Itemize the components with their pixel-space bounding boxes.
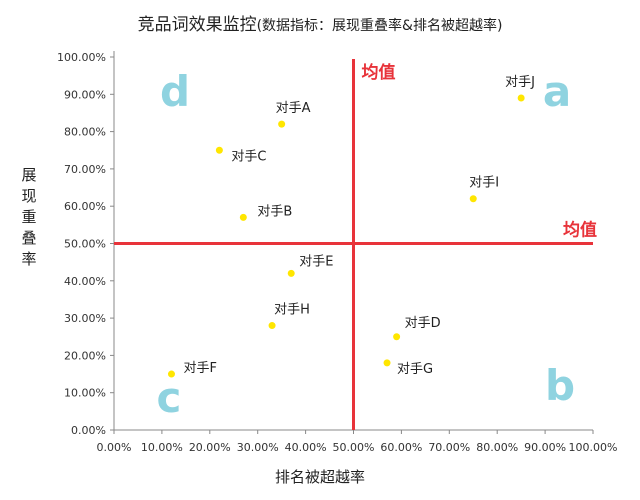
point-label: 对手I <box>469 176 499 191</box>
y-tick-label: 30.00% <box>64 312 106 325</box>
x-tick-label: 60.00% <box>380 441 422 454</box>
y-tick-label: 80.00% <box>64 126 106 139</box>
point-label: 对手H <box>274 303 310 318</box>
x-tick-label: 10.00% <box>141 441 183 454</box>
mean-label-horizontal: 均值 <box>563 220 597 241</box>
quadrant-labels: a b c d <box>157 67 575 422</box>
data-point <box>268 322 276 330</box>
quadrant-label-d: d <box>160 67 190 116</box>
data-point <box>393 333 401 341</box>
quadrant-label-c: c <box>157 373 182 422</box>
x-tick-label: 70.00% <box>428 441 470 454</box>
y-tick-label: 50.00% <box>64 238 106 251</box>
chart-subtitle: (数据指标：展现重叠率&排名被超越率) <box>256 18 503 34</box>
y-tick-label: 40.00% <box>64 275 106 288</box>
data-point <box>287 269 295 277</box>
y-tick-label: 90.00% <box>64 88 106 101</box>
y-tick-label: 10.00% <box>64 387 106 400</box>
data-point <box>469 195 477 203</box>
y-tick-label: 0.00% <box>71 424 106 437</box>
point-label: 对手D <box>405 316 441 331</box>
chart-title: 竞品词效果监控(数据指标：展现重叠率&排名被超越率) <box>0 10 640 35</box>
mean-label-vertical: 均值 <box>362 62 396 83</box>
axis-ticks: 0.00% 10.00% 20.00% 30.00% 40.00% 50.00% 60.00… <box>57 51 617 454</box>
data-points: 对手A 对手B 对手C 对手D 对手E 对手F 对手G 对手H 对手I 对手J <box>167 75 535 378</box>
data-point <box>278 120 286 128</box>
point-label: 对手F <box>183 361 216 376</box>
point-label: 对手B <box>257 204 292 219</box>
chart-title-main: 竞品词效果监控 <box>137 15 257 35</box>
data-point <box>517 94 525 102</box>
x-tick-label: 50.00% <box>333 441 375 454</box>
point-label: 对手J <box>505 75 535 90</box>
y-axis-label: 展现重叠率 <box>21 166 37 268</box>
x-tick-label: 80.00% <box>476 441 518 454</box>
data-point <box>167 370 175 378</box>
quadrant-label-b: b <box>545 361 575 410</box>
x-tick-label: 0.00% <box>97 441 132 454</box>
x-tick-label: 40.00% <box>285 441 327 454</box>
x-axis-label: 排名被超越率 <box>274 468 365 486</box>
x-tick-label: 20.00% <box>189 441 231 454</box>
y-tick-label: 70.00% <box>64 163 106 176</box>
point-label: 对手G <box>397 362 433 377</box>
x-tick-label: 100.00% <box>569 441 618 454</box>
quadrant-label-a: a <box>543 67 571 116</box>
y-tick-label: 60.00% <box>64 200 106 213</box>
data-point <box>215 146 223 154</box>
y-tick-label: 100.00% <box>57 51 106 64</box>
x-tick-label: 90.00% <box>524 441 566 454</box>
point-label: 对手A <box>276 101 311 116</box>
point-label: 对手E <box>299 254 333 269</box>
x-tick-label: 30.00% <box>237 441 279 454</box>
point-label: 对手C <box>231 149 266 164</box>
data-point <box>383 359 391 367</box>
y-tick-label: 20.00% <box>64 349 106 362</box>
data-point <box>239 213 247 221</box>
